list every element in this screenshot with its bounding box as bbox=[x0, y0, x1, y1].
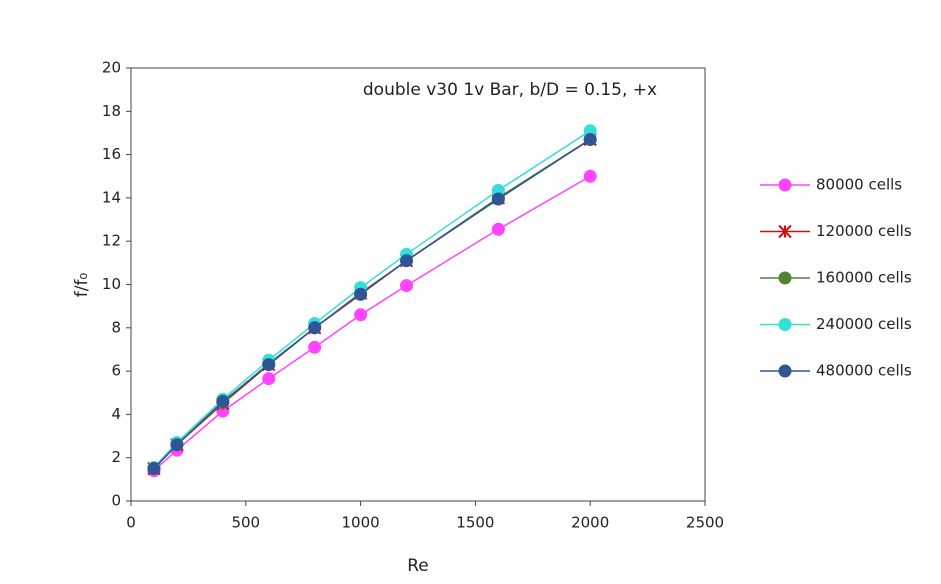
y-tick-label: 4 bbox=[111, 405, 121, 423]
x-tick-label: 500 bbox=[231, 514, 260, 532]
y-tick-label: 14 bbox=[102, 188, 121, 206]
y-tick-label: 16 bbox=[102, 145, 121, 163]
x-axis-label: Re bbox=[407, 556, 429, 576]
x-tick-label: 1000 bbox=[342, 514, 380, 532]
legend-label: 160000 cells bbox=[816, 269, 912, 287]
plot-frame bbox=[130, 67, 706, 502]
x-tick-label: 0 bbox=[126, 514, 136, 532]
y-tick-label: 0 bbox=[111, 492, 121, 510]
y-tick-label: 10 bbox=[102, 275, 121, 293]
y-tick-label: 2 bbox=[111, 448, 121, 466]
series-line bbox=[153, 138, 591, 470]
x-tick-label: 1500 bbox=[456, 514, 494, 532]
data-point bbox=[354, 287, 368, 301]
y-tick-label: 20 bbox=[102, 59, 121, 77]
data-point bbox=[491, 222, 505, 236]
legend-marker bbox=[778, 271, 792, 285]
data-point bbox=[308, 340, 322, 354]
series-line bbox=[153, 175, 591, 472]
data-point bbox=[262, 358, 276, 372]
data-point bbox=[216, 394, 230, 408]
series-line bbox=[153, 138, 591, 470]
series-line bbox=[153, 138, 591, 470]
data-point bbox=[170, 438, 184, 452]
legend-label: 80000 cells bbox=[816, 176, 902, 194]
legend-label: 120000 cells bbox=[816, 222, 912, 240]
legend-marker bbox=[778, 318, 792, 331]
data-point bbox=[400, 254, 414, 268]
x-tick-label: 2000 bbox=[571, 514, 609, 532]
data-point bbox=[400, 279, 414, 293]
data-point bbox=[491, 192, 505, 206]
data-point bbox=[583, 132, 597, 146]
annotation: double v30 1v Bar, b/D = 0.15, +x bbox=[363, 80, 657, 100]
legend-label: 240000 cells bbox=[816, 315, 912, 333]
data-point bbox=[147, 462, 161, 476]
y-tick-label: 12 bbox=[102, 232, 121, 250]
legend-marker bbox=[778, 178, 792, 192]
data-point bbox=[354, 308, 368, 322]
legend-marker bbox=[778, 224, 792, 239]
data-point bbox=[308, 321, 322, 335]
x-tick-label: 2500 bbox=[686, 514, 724, 532]
y-tick-label: 18 bbox=[102, 102, 121, 120]
y-axis-label: f/f₀ bbox=[72, 273, 92, 298]
legend-label: 480000 cells bbox=[816, 362, 912, 380]
data-point bbox=[262, 372, 276, 386]
y-tick-label: 8 bbox=[111, 318, 121, 336]
y-tick-label: 6 bbox=[111, 362, 121, 380]
data-point bbox=[583, 169, 597, 183]
legend-marker bbox=[778, 364, 792, 378]
